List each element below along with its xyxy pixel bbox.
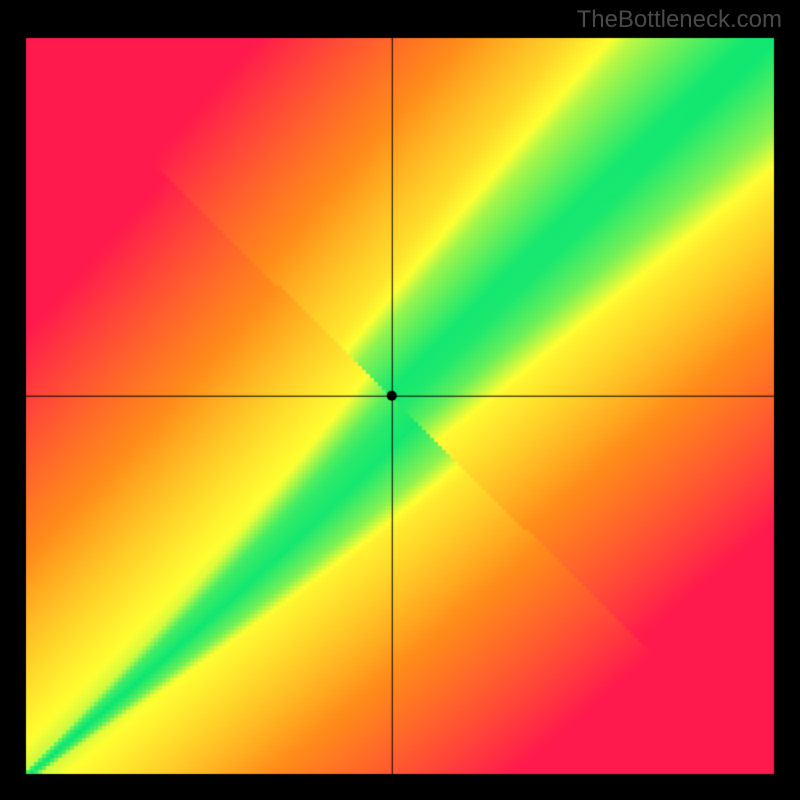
watermark-text: TheBottleneck.com — [577, 6, 782, 34]
chart-container: TheBottleneck.com — [0, 0, 800, 800]
bottleneck-heatmap-canvas — [0, 0, 800, 800]
